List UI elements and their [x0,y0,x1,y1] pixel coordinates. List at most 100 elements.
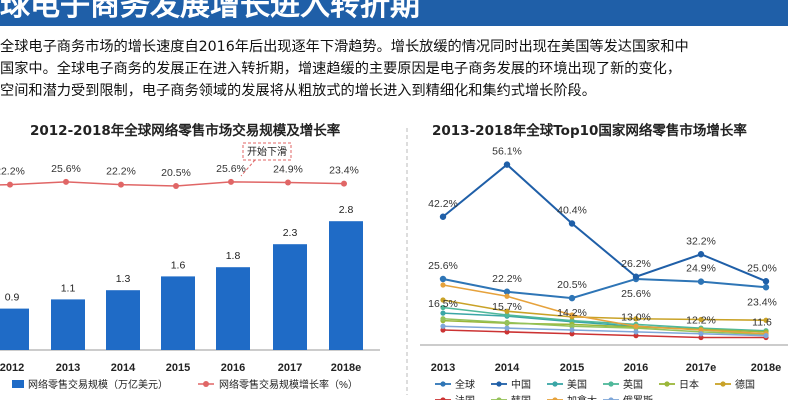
series-point [633,323,639,329]
rate-value-label: 24.9% [273,163,303,175]
right-chart-title: 2013-2018年全球Top10国家网络零售市场增长率 [432,123,747,139]
annotation-text: 开始下滑 [247,145,287,158]
bar-value-label: 1.1 [61,282,76,294]
legend-swatch-dot [608,381,614,387]
bar [216,267,250,350]
series-point [762,278,770,285]
data-label: 32.2% [686,235,716,247]
series-point [440,310,446,316]
series-line [442,319,767,333]
paragraph-line: 空间和潜力受到限制，电子商务领域的发展将从粗放式的增长进入到精细化和集约式增长阶… [0,83,596,99]
legend-swatch [12,380,24,388]
series-point [697,251,705,258]
legend-label: 中国 [511,378,531,391]
series-point [569,312,575,318]
data-label: 23.4% [747,296,777,308]
x-tick-label: 2014 [111,362,136,374]
rate-point [341,180,347,187]
left-chart-title: 2012-2018年全球网络零售市场交易规模及增长率 [30,123,341,139]
data-label: 14.2% [557,307,587,319]
right-chart: 42.2% 25.6% 16.5% 56.1% 22.2% 15.7% 40.4% 20.5%… [406,128,788,400]
series-point [568,220,576,227]
paragraph-line: 国家中。全球电子商务的发展正在进入转折期，增速趋缓的主要原因是电子商务发展的环境… [0,61,682,77]
rate-point [228,178,234,185]
rate-value-label: 20.5% [161,167,191,179]
x-tick-label: 2015 [560,362,584,374]
data-label: 25.0% [747,262,777,274]
legend-label: 日本 [679,378,699,391]
series-point [504,329,510,335]
bar [0,308,29,350]
legend-swatch-dot [203,381,209,387]
data-label: 42.2% [428,198,458,210]
series-point [440,297,446,303]
bar [106,290,140,350]
x-tick-label: 2016 [221,362,245,374]
rate-value-label: 25.6% [216,163,246,175]
series-point [698,316,704,323]
data-label: 24.9% [686,263,716,275]
legend-swatch-dot [440,397,446,400]
x-tick-label: 2015 [166,362,190,374]
bar-value-label: 1.8 [226,250,241,262]
rate-value-label: 23.4% [329,165,359,177]
series-point [632,273,640,280]
legend-swatch-dot [496,381,502,387]
series-point [503,288,511,295]
data-label: 25.6% [621,288,651,300]
annotation-box [242,142,292,161]
x-tick-label: 2018e [331,362,362,374]
legend-label: 网络零售交易规模（万亿美元） [28,378,168,391]
series-point [439,275,447,283]
series-point [633,333,639,339]
legend-label: 美国 [567,378,587,391]
rate-point [173,183,179,189]
bar [51,299,85,350]
data-label: 11.6 [752,317,772,329]
series-point [569,323,575,329]
legend-swatch-dot [608,397,614,400]
series-point [440,323,446,329]
legend-swatch-dot [552,381,558,387]
left-chart: 0.9 2012 1.1 2013 1.3 2014 1.6 2015 1.8 2016 2.3 20… [0,142,380,391]
series-point [504,319,510,326]
series-point [633,316,639,322]
rate-point [63,178,69,185]
series-line [442,277,767,300]
data-label: 12.2% [686,314,716,326]
series-line [442,284,767,335]
data-label: 25.6% [428,260,458,272]
series-point [440,316,446,322]
legend-label: 加拿大 [567,394,597,400]
series-point [569,327,575,333]
series-point [633,329,639,335]
paragraph-line: 全球电子商务市场的增长速度自2016年后出现逐年下滑趋势。增长放缓的情况同时出现… [0,39,689,55]
x-tick-label: 2017 [278,362,302,374]
x-tick-label: 2013 [56,362,80,374]
data-label: 20.5% [557,279,587,291]
rate-line [0,181,345,187]
rate-value-label: 22.2% [0,166,25,178]
series-point [504,312,510,318]
data-label: 15.7% [492,301,522,313]
page-title: 球电子商务发展增长进入转折期 [0,0,420,23]
bar-value-label: 2.3 [283,227,298,239]
series-point [697,278,705,285]
legend-label: 俄罗斯 [623,394,653,400]
series-point [763,317,769,323]
series-line [442,317,767,336]
legend-label: 网络零售交易规模增长率（%） [219,378,358,391]
bar-value-label: 0.9 [5,292,20,304]
series-point [569,318,575,324]
rate-point [285,179,291,186]
legend-label: 德国 [735,378,755,391]
series-point [698,327,704,333]
data-label: 56.1% [492,146,522,158]
legend-label: 韩国 [511,394,531,400]
series-point [569,331,575,337]
rate-value-label: 25.6% [51,163,81,175]
legend-swatch-dot [496,397,502,400]
annotation-pointer [240,159,256,177]
bar-value-label: 2.8 [339,204,354,216]
